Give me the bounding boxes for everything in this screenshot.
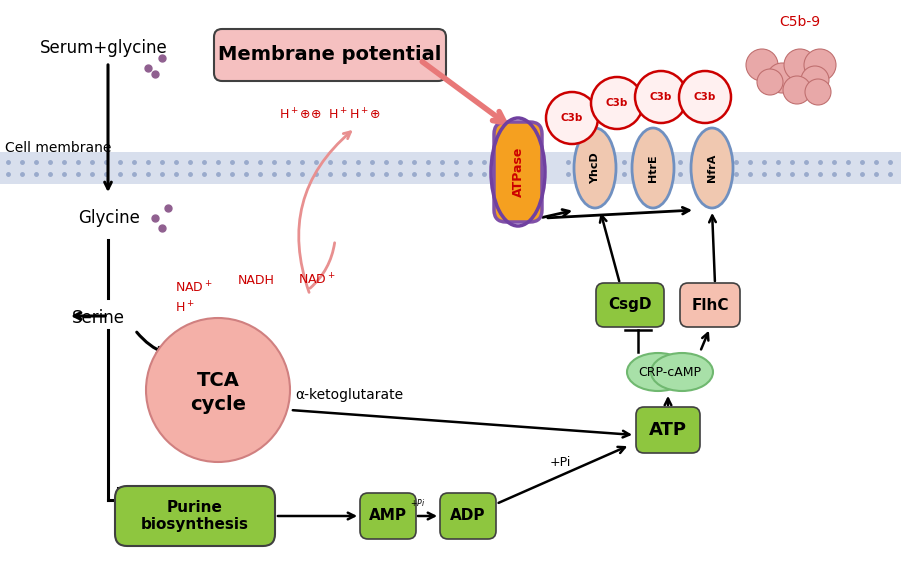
Text: Cell membrane: Cell membrane (5, 141, 112, 155)
Text: CsgD: CsgD (608, 297, 651, 312)
Ellipse shape (627, 353, 689, 391)
FancyBboxPatch shape (214, 29, 446, 81)
FancyBboxPatch shape (680, 283, 740, 327)
Text: TCA: TCA (196, 371, 240, 389)
Text: ATPase: ATPase (512, 147, 524, 197)
FancyBboxPatch shape (636, 407, 700, 453)
Text: HtrE: HtrE (648, 154, 658, 182)
Circle shape (591, 77, 643, 129)
Text: Membrane potential: Membrane potential (218, 45, 441, 65)
Text: FlhC: FlhC (691, 297, 729, 312)
Circle shape (784, 49, 816, 81)
Text: Glycine: Glycine (78, 209, 140, 227)
Text: C3b: C3b (694, 92, 716, 102)
Text: C3b: C3b (650, 92, 672, 102)
Text: C3b: C3b (560, 113, 583, 123)
Text: NADH: NADH (238, 273, 275, 286)
Text: C3b: C3b (605, 98, 628, 108)
FancyBboxPatch shape (360, 493, 416, 539)
Text: Serine: Serine (72, 309, 125, 327)
Text: C5b-9: C5b-9 (779, 15, 821, 29)
Text: α-ketoglutarate: α-ketoglutarate (295, 388, 403, 402)
Text: YhcD: YhcD (590, 152, 600, 184)
Text: Purine
biosynthesis: Purine biosynthesis (141, 500, 249, 532)
Text: $^{+Pi}$: $^{+Pi}$ (410, 499, 425, 509)
FancyBboxPatch shape (596, 283, 664, 327)
Ellipse shape (632, 128, 674, 208)
Text: NfrA: NfrA (707, 154, 717, 182)
Text: H$^+$⊕⊕  H$^+$H$^+$⊕: H$^+$⊕⊕ H$^+$H$^+$⊕ (279, 107, 381, 122)
Circle shape (757, 69, 783, 95)
Ellipse shape (574, 128, 616, 208)
Text: NAD$^+$: NAD$^+$ (298, 272, 336, 287)
Text: cycle: cycle (190, 395, 246, 413)
Text: H$^+$: H$^+$ (175, 300, 195, 315)
Text: Serum+glycine: Serum+glycine (40, 39, 168, 57)
Text: ATP: ATP (649, 421, 687, 439)
Circle shape (783, 76, 811, 104)
Text: AMP: AMP (369, 508, 407, 524)
Circle shape (746, 49, 778, 81)
Text: +Pi: +Pi (550, 455, 570, 469)
Circle shape (767, 63, 797, 93)
FancyBboxPatch shape (494, 122, 542, 222)
Text: ADP: ADP (450, 508, 486, 524)
Circle shape (635, 71, 687, 123)
Text: CRP-cAMP: CRP-cAMP (639, 366, 702, 378)
FancyBboxPatch shape (115, 486, 275, 546)
Ellipse shape (651, 353, 713, 391)
Circle shape (805, 79, 831, 105)
Circle shape (804, 49, 836, 81)
Circle shape (679, 71, 731, 123)
FancyBboxPatch shape (0, 152, 901, 184)
FancyBboxPatch shape (440, 493, 496, 539)
Circle shape (546, 92, 598, 144)
Text: NAD$^+$: NAD$^+$ (175, 280, 213, 296)
Circle shape (801, 66, 829, 94)
Ellipse shape (691, 128, 733, 208)
Circle shape (146, 318, 290, 462)
